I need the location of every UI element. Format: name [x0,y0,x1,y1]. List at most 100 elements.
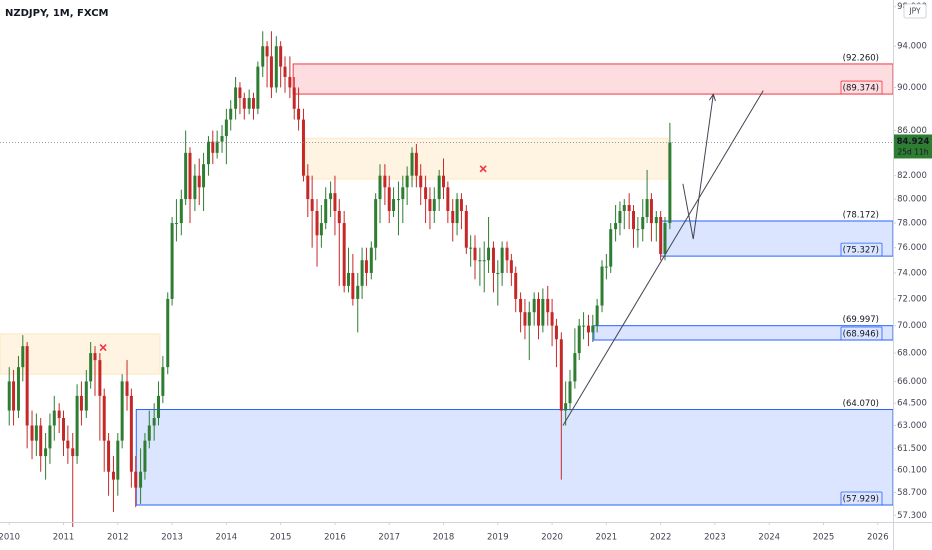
y-tick-label: 68.000 [897,349,927,359]
candle-body [75,395,79,457]
candle-body [523,312,527,326]
candle-body [532,298,536,313]
candle-body [487,247,491,261]
candle-body [125,381,129,396]
candle-body [220,136,224,142]
candle-body [663,223,667,254]
candle-body [564,403,568,411]
candle-body [550,312,554,326]
y-tick-label: 82.000 [897,171,927,181]
x-tick-label: 2013 [161,533,183,543]
candle-body [473,247,477,261]
candle-body [44,448,48,457]
y-tick-label: 76.000 [897,243,927,253]
candle-body [161,367,165,396]
y-tick-label: 90.000 [897,83,927,93]
candle-body [387,187,391,211]
candle-body [645,199,649,218]
candle-body [16,367,20,411]
candle-body [641,217,645,230]
x-tick-label: 2025 [813,533,835,543]
x-tick-label: 2015 [270,533,292,543]
candle-body [111,471,115,480]
candle-body [288,76,292,88]
candle-body [238,87,242,99]
candle-body [392,199,396,211]
y-tick-label: 94.000 [897,42,927,52]
candle-body [347,272,351,286]
candle-body [649,199,653,224]
y-tick-label: 78.000 [897,219,927,229]
candle-body [170,223,174,299]
candle-body [541,298,545,326]
marker-cross [99,343,107,352]
zone [292,63,894,95]
x-tick-label: 2010 [0,533,20,543]
candle-body [582,325,586,327]
y-tick-label: 66.000 [897,377,927,387]
candle-body [437,175,441,200]
candle-body [632,210,636,230]
zone-bottom-label: (89.374) [843,84,879,94]
zone-top-label: (78.172) [843,210,879,220]
candle-body [12,381,16,411]
candle-body [419,175,423,188]
candle-body [116,440,120,480]
candle-body [618,210,622,224]
candle-body [120,381,124,441]
candle-body [595,305,599,326]
candle-body [360,260,364,286]
candle-body [554,325,558,340]
candle-body [568,381,572,404]
candle-body [396,199,400,201]
candle-body [256,66,260,109]
y-tick-label: 57.300 [897,511,927,521]
y-tick-label: 80.000 [897,195,927,205]
zone [135,409,894,506]
candle-body [206,141,210,165]
y-tick-label: 60.100 [897,466,927,476]
candle-body [62,417,66,441]
candle-body [604,266,608,268]
candle-body [329,193,333,200]
x-tick-label: 2021 [596,533,618,543]
candle-body [274,46,278,88]
price-label: 84.924 [897,137,930,147]
candle-body [600,266,604,306]
candle-body [351,272,355,299]
x-tick-label: 2012 [107,533,129,543]
currency-box[interactable] [903,3,927,19]
candle-body [364,260,368,273]
candle-body [337,210,341,224]
candle-body [622,205,626,211]
candle-body [374,199,378,248]
zone-top-label: (92.260) [843,53,879,63]
y-tick-label: 86.000 [897,126,927,136]
candle-body [21,346,25,368]
candle-body [242,98,246,109]
candle-body [464,210,468,248]
candle-body [188,152,192,200]
candle-body [505,247,509,261]
candle-body [39,425,43,457]
candle-body [546,298,550,313]
y-tick-label: 72.000 [897,294,927,304]
candle-body [129,395,133,472]
candle-body [306,175,310,200]
candle-body [527,312,531,326]
x-tick-label: 2024 [758,533,780,543]
candle-body [71,448,75,457]
candle-body [500,247,504,273]
zone-top-label: (64.070) [843,399,879,409]
candle-body [93,353,97,361]
candle-body [292,87,296,109]
candle-body [134,471,138,488]
candle-body [202,164,206,188]
price-tag [894,134,932,159]
candle-body [224,119,228,137]
arrow [682,94,714,240]
candle-body [356,285,360,299]
zone [304,137,669,180]
candle-body [174,223,178,225]
